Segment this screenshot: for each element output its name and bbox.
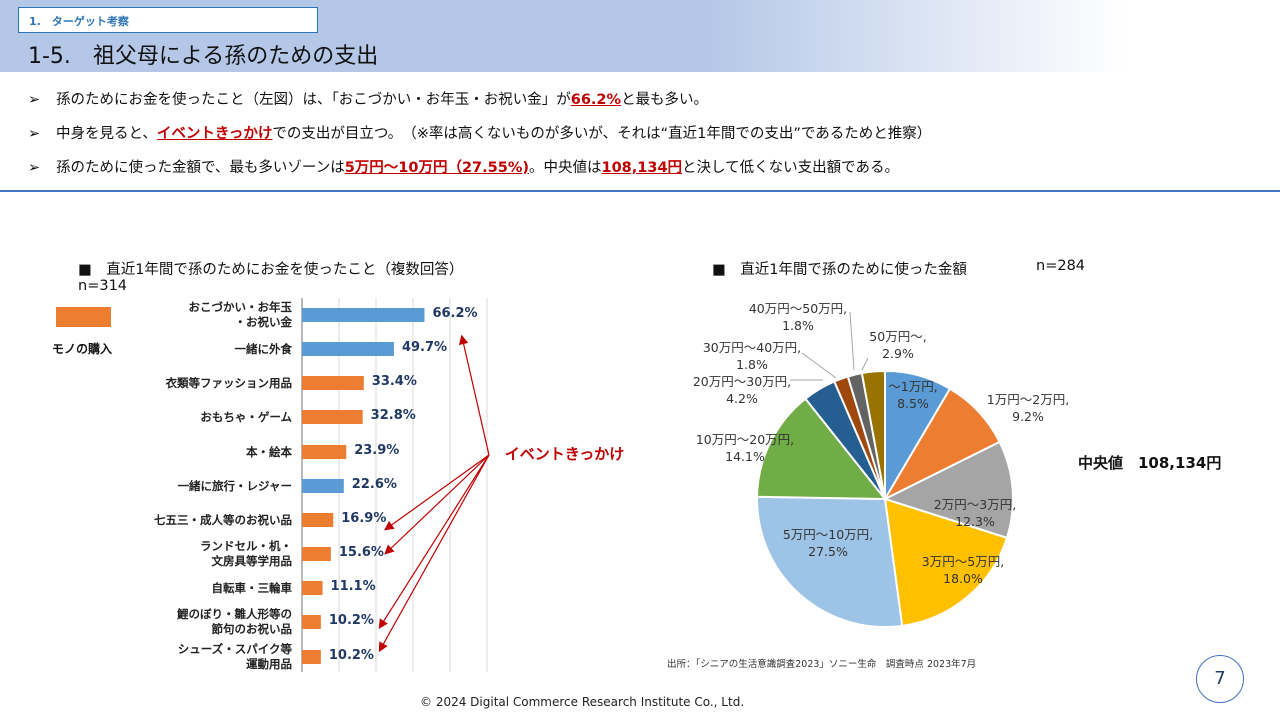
bullet-1: ➢ 孫のためにお金を使ったこと（左図）は、「おこづかい・お年玉・お祝い金」が66.… [28,88,708,109]
annotation-arrow [384,454,490,531]
category-label: 自転車・三輪車 [211,580,293,595]
category-label: ランドセル・机・ 文房具等学用品 [200,539,292,568]
highlight: 66.2% [570,92,622,108]
pie-label: 5万円～10万円, 27.5% [782,527,874,559]
category-label: 七五三・成人等のお祝い品 [154,512,292,527]
bar [302,342,394,356]
pie-chart-title: ■ 直近1年間で孫のために使った金額 [712,262,967,278]
leader-line [861,357,869,371]
bar [302,615,321,629]
bar-chart-title: ■ 直近1年間で孫のためにお金を使ったこと（複数回答） [78,262,464,278]
category-label: おこづかい・お年玉 ・お祝い金 [188,300,293,329]
bullet-text: 中身を見ると、 [56,126,157,142]
pie-label: ～1万円, 8.5% [888,379,938,411]
pie-label: 3万円～5万円, 18.0% [921,554,1005,586]
data-label: 10.2% [328,613,374,628]
data-label: 10.2% [328,648,374,663]
data-label: 11.1% [330,579,376,594]
pie-slice [756,495,904,628]
category-label: シューズ・スパイク等 運動用品 [177,642,292,671]
bullet-text: と最も多い。 [621,92,709,108]
bar [302,513,334,527]
leader-line [801,352,837,379]
pie-slice [756,397,888,501]
bullet-text: 孫のためにお金を使ったこと（左図）は、「おこづかい・お年玉・お祝い金」が [56,92,571,108]
category-label: おもちゃ・ゲーム [200,409,292,424]
highlight: イベントきっかけ [156,126,273,142]
bar [302,650,321,664]
pie-slice [860,369,886,500]
bullet-marker: ➢ [28,126,41,142]
pie-label: 30万円～40万円, 1.8% [702,340,802,372]
legend-label: モノの購入 [52,342,113,356]
category-label: 本・絵本 [246,444,292,459]
pie-slice [883,497,1009,627]
bullet-text: と決して低くない支出額である。 [682,160,899,176]
pie-label: 50万円～, 2.9% [869,329,927,361]
bullet-marker: ➢ [28,92,41,108]
page-title: 1-5. 祖父母による孫のための支出 [28,44,379,69]
category-label: 鯉のぼり・雛人形等の 節句のお祝い品 [177,607,292,636]
highlight: 108,134円 [601,160,683,176]
annotation-arrow [384,454,490,555]
data-label: 15.6% [338,545,384,560]
data-label: 16.9% [341,511,387,526]
annotation-arrow [458,334,490,456]
data-label: 22.6% [351,477,397,492]
divider [0,190,1280,192]
bar [302,547,331,561]
bullet-text: 孫のために使った金額で、最も多いゾーンは [56,160,345,176]
bullet-text: での支出が目立つ。 （※率は高くないものが多いが、それは“直近1年間での支出”で… [272,126,932,142]
bar-chart-n: n=314 [78,278,128,294]
category-label: 一緒に外食 [234,341,293,356]
page-number: 7 [1196,655,1244,703]
annotation-arrow [378,454,490,653]
data-label: 33.4% [371,374,417,389]
highlight: 5万円～10万円（27.55%) [344,160,529,176]
bar [302,479,344,493]
bullet-marker: ➢ [28,160,41,176]
bar [302,376,364,390]
pie-label: 10万円～20万円, 14.1% [695,432,795,464]
bar [302,445,347,459]
pie-label: 20万円～30万円, 4.2% [692,374,792,406]
source-note: 出所：「シニアの生活意識調査2023」ソニー生命 調査時点 2023年7月 [667,659,977,670]
bar [302,308,425,322]
category-label: 一緒に旅行・レジャー [177,478,292,493]
bar [302,410,363,424]
pie-chart-n: n=284 [1036,258,1086,274]
bar [302,581,323,595]
bullet-3: ➢ 孫のために使った金額で、最も多いゾーンは5万円～10万円（27.55%)。中央… [28,156,899,177]
annotation-event: イベントきっかけ [504,445,625,463]
data-label: 23.9% [354,443,400,458]
median-label: 中央値 108,134円 [1078,454,1222,472]
pie-label: 40万円～50万円, 1.8% [748,301,848,333]
bullet-2: ➢ 中身を見ると、イベントきっかけでの支出が目立つ。 （※率は高くないものが多いが… [28,122,931,143]
data-label: 32.8% [370,408,416,423]
category-label: 衣類等ファッション用品 [165,375,293,390]
copyright: © 2024 Digital Commerce Research Institu… [420,695,745,709]
bullet-text: 。中央値は [529,160,602,176]
pie-slice [882,440,1014,540]
section-tag: 1. ターゲット考察 [18,7,318,33]
data-label: 49.7% [401,340,448,355]
leader-line [849,311,855,371]
pie-label: 2万円～3万円, 12.3% [933,497,1017,529]
legend-swatch [56,307,111,327]
data-label: 66.2% [432,306,478,321]
annotation-arrow [378,454,490,630]
pie-label: 1万円～2万円, 9.2% [986,392,1070,424]
